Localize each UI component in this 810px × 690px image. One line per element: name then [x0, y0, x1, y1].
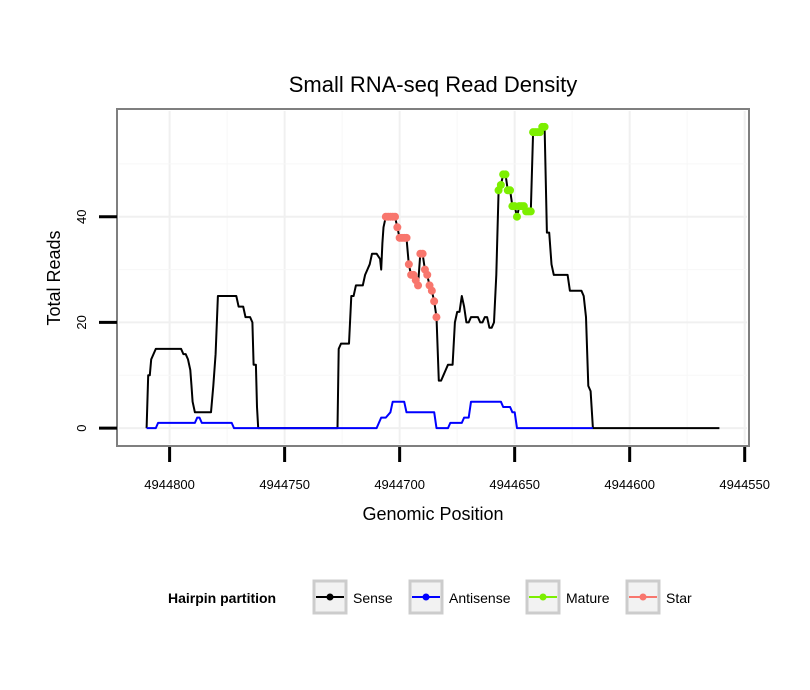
legend-label-sense: Sense	[353, 590, 393, 606]
data-point-mature	[501, 170, 510, 179]
chart-title: Small RNA-seq Read Density	[289, 72, 578, 97]
data-point-mature	[512, 212, 521, 221]
y-axis-label: Total Reads	[44, 230, 64, 325]
series-points	[381, 122, 549, 322]
legend-label-star: Star	[666, 590, 692, 606]
data-point-star	[430, 297, 439, 306]
legend-label-mature: Mature	[566, 590, 610, 606]
y-tick-label: 0	[74, 425, 89, 432]
y-axis: 0 20 40	[74, 209, 117, 432]
legend-key-point-mature	[539, 593, 547, 601]
data-point-star	[414, 281, 423, 290]
series-line-antisense	[146, 400, 593, 430]
grid-lines	[119, 111, 747, 444]
data-point-mature	[526, 207, 535, 216]
x-tick-label: 4944700	[374, 477, 425, 492]
data-point-star	[432, 313, 441, 322]
data-point-mature	[540, 122, 549, 131]
x-tick-label: 4944750	[259, 477, 310, 492]
x-axis: 4944800 4944750 4944700 4944650 4944600 49445…	[144, 447, 770, 492]
data-point-star	[393, 223, 402, 232]
data-point-star	[404, 260, 413, 269]
data-point-star	[402, 233, 411, 242]
y-tick-label: 40	[74, 209, 89, 223]
x-tick-label: 4944600	[604, 477, 655, 492]
legend-key-point-star	[639, 593, 647, 601]
x-tick-label: 4944800	[144, 477, 195, 492]
data-point-star	[391, 212, 400, 221]
x-tick-label: 4944550	[719, 477, 770, 492]
data-point-star	[427, 286, 436, 295]
legend-key-point-antisense	[422, 593, 430, 601]
x-axis-label: Genomic Position	[362, 504, 503, 524]
plot-panel	[116, 108, 750, 447]
data-point-star	[423, 270, 432, 279]
x-tick-label: 4944650	[489, 477, 540, 492]
legend: Hairpin partition Sense Antisense Mature St…	[168, 579, 692, 615]
legend-key-point-sense	[326, 593, 334, 601]
data-point-mature	[506, 186, 515, 195]
data-point-star	[418, 249, 427, 258]
data-point-mature	[496, 181, 505, 189]
legend-label-antisense: Antisense	[449, 590, 511, 606]
y-tick-label: 20	[74, 315, 89, 329]
legend-title: Hairpin partition	[168, 590, 276, 606]
